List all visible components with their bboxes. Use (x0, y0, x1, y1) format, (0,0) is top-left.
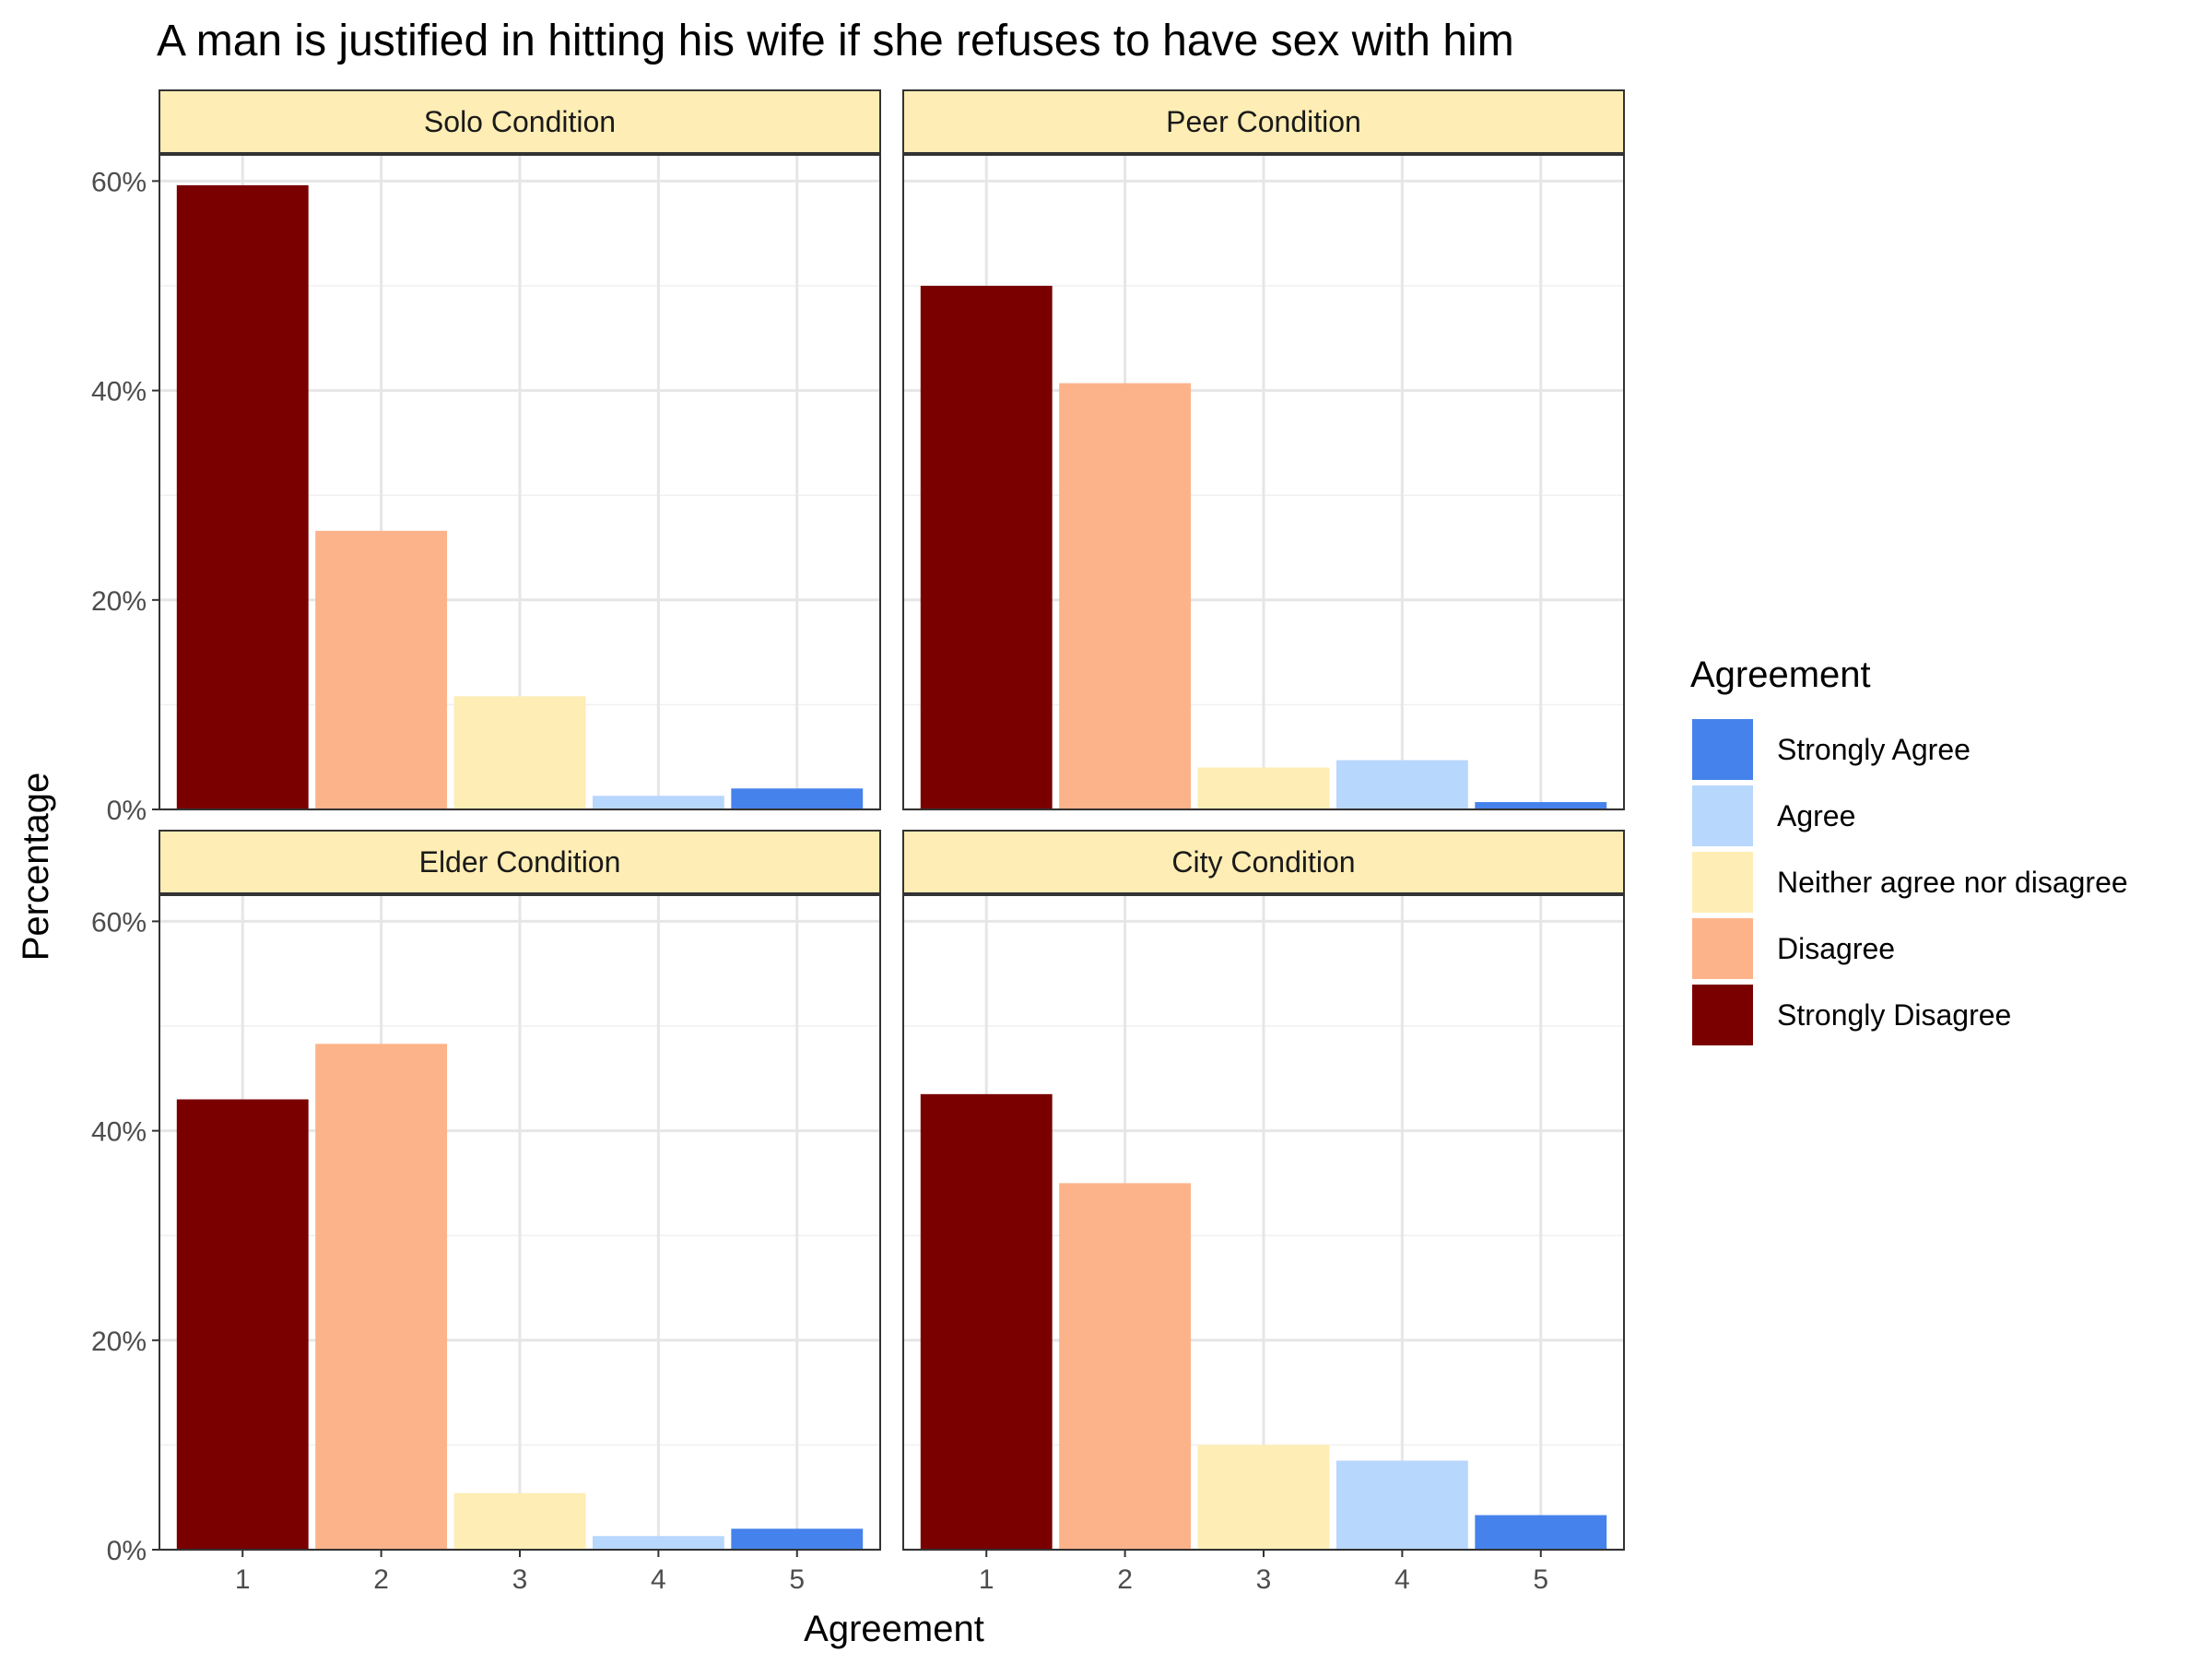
bar (920, 286, 1053, 809)
bar (731, 788, 864, 809)
x-tick-label: 3 (512, 1564, 528, 1595)
bar (1475, 802, 1607, 809)
panel-2: Elder Condition 0% 20% 40% 60% 1 2 3 4 5 (91, 830, 881, 1595)
legend-label: Strongly Agree (1777, 733, 1971, 766)
facet-strip-label: Elder Condition (419, 845, 621, 879)
legend-title: Agreement (1690, 655, 1871, 695)
bar (176, 1099, 309, 1550)
chart-title: A man is justified in hitting his wife i… (157, 17, 1514, 65)
x-tick-label: 3 (1256, 1564, 1272, 1595)
x-tick-label: 4 (651, 1564, 666, 1595)
legend-swatch (1692, 719, 1753, 780)
x-tick-label: 1 (235, 1564, 251, 1595)
facet-strip-label: Peer Condition (1166, 105, 1361, 138)
facet-strip (159, 830, 881, 894)
facet-strip-label: Solo Condition (424, 105, 616, 138)
panel-1: Peer Condition (902, 89, 1625, 811)
bar (1475, 1515, 1607, 1550)
legend-swatch (1692, 918, 1753, 979)
y-axis-label: Percentage (16, 773, 56, 962)
bar (1059, 1183, 1192, 1550)
legend-label: Agree (1777, 799, 1855, 832)
facet-strip (159, 89, 881, 154)
panel-border (159, 154, 881, 810)
facet-strip (902, 830, 1625, 894)
bar (176, 184, 309, 810)
legend: Agreement Strongly Agree Agree Neither agr… (1690, 655, 2128, 1045)
x-tick-label: 5 (789, 1564, 805, 1595)
bar (592, 796, 724, 809)
y-tick-label: 40% (91, 1117, 147, 1148)
x-tick-label: 5 (1533, 1564, 1548, 1595)
y-tick-label: 40% (91, 377, 147, 407)
x-tick-label: 2 (373, 1564, 389, 1595)
facet-strip (902, 89, 1625, 154)
panel-border (902, 154, 1625, 810)
panel-3: City Condition 1 2 3 4 5 (902, 830, 1625, 1595)
facet-strip-label: City Condition (1171, 845, 1355, 879)
y-tick-label: 60% (91, 167, 147, 197)
bar (1197, 1445, 1330, 1550)
legend-label: Disagree (1777, 932, 1895, 965)
panel-0: Solo Condition 0% 20% 40% 60% (91, 89, 881, 826)
x-tick-label: 2 (1117, 1564, 1133, 1595)
bar (1335, 1460, 1468, 1550)
legend-swatch (1692, 852, 1753, 913)
y-tick-label: 20% (91, 586, 147, 617)
legend-swatch (1692, 985, 1753, 1045)
bar (1059, 383, 1192, 809)
legend-swatch (1692, 785, 1753, 846)
y-tick-label: 20% (91, 1327, 147, 1357)
x-tick-label: 4 (1394, 1564, 1410, 1595)
x-tick-label: 1 (979, 1564, 994, 1595)
bar (1335, 760, 1468, 809)
y-tick-label: 0% (107, 796, 147, 826)
legend-label: Neither agree nor disagree (1777, 866, 2128, 899)
y-tick-label: 60% (91, 907, 147, 938)
bar (731, 1528, 864, 1550)
bar (592, 1536, 724, 1550)
bar (1197, 767, 1330, 809)
bar (453, 696, 586, 809)
bar (453, 1493, 586, 1550)
bar (315, 530, 448, 809)
bar (315, 1044, 448, 1550)
bar (920, 1093, 1053, 1550)
y-tick-label: 0% (107, 1536, 147, 1566)
legend-label: Strongly Disagree (1777, 998, 2011, 1032)
x-axis-label: Agreement (804, 1609, 984, 1649)
